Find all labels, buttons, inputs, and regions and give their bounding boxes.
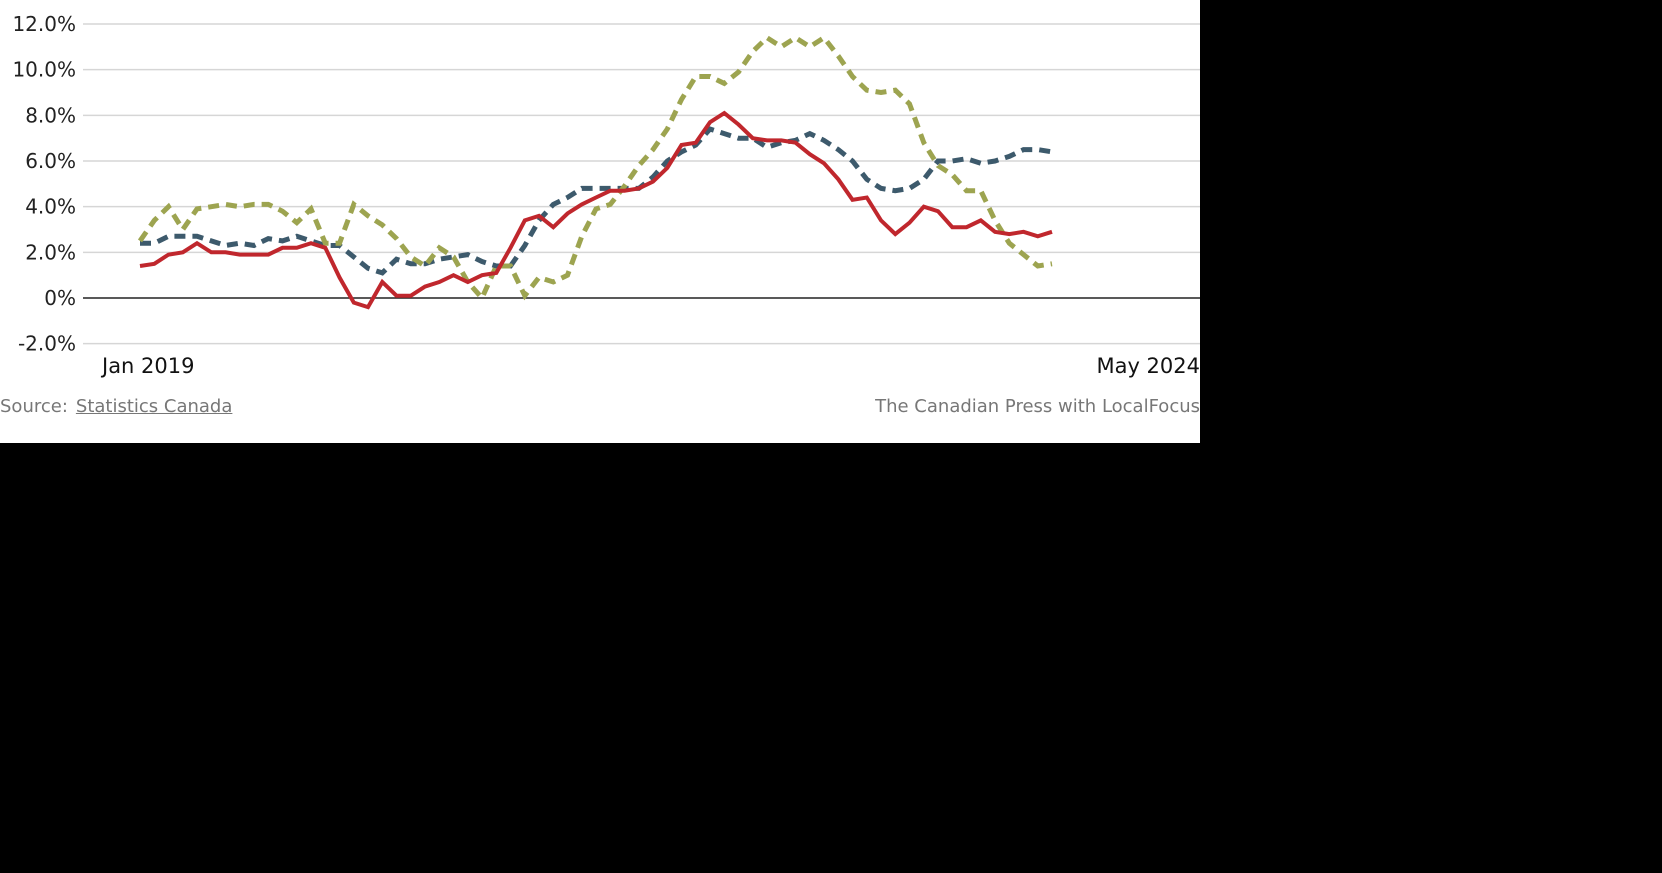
series-line-dashed-blue [140,126,1053,276]
y-tick-label: 6.0% [25,149,76,173]
y-tick-label: 4.0% [25,195,76,219]
x-tick-start: Jan 2019 [100,354,195,378]
credit-note: The Canadian Press with LocalFocus [875,396,1200,417]
source-label: Source: [0,396,68,417]
line-chart: -2.0% 0% 2.0% 4.0% 6.0% 8.0% 10.0% 12.0% Jan 20… [12,12,1200,378]
x-tick-end: May 2024 [1096,354,1200,378]
series-line-dashed-green [137,34,1053,303]
chart-panel [0,0,1200,443]
source-link[interactable]: Statistics Canada [75,396,233,417]
y-tick-label: 10.0% [12,58,76,82]
y-tick-label: 12.0% [12,12,76,36]
y-tick-label: 8.0% [25,103,76,127]
source-note: Source: Statistics Canada [0,396,232,417]
y-tick-label: 0% [44,286,76,310]
series-line-solid-red [139,110,1053,310]
y-tick-label: -2.0% [18,332,76,356]
y-tick-label: 2.0% [25,240,76,264]
